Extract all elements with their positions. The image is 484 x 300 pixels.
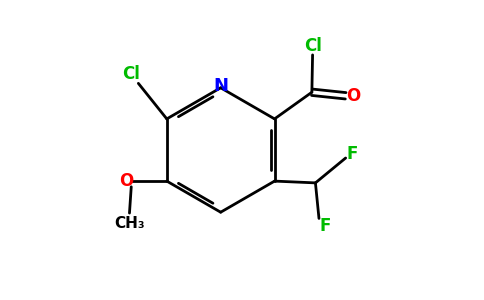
Text: O: O bbox=[120, 172, 134, 190]
Text: F: F bbox=[320, 217, 331, 235]
Text: Cl: Cl bbox=[122, 65, 140, 83]
Text: N: N bbox=[213, 77, 228, 95]
Text: O: O bbox=[346, 87, 360, 105]
Text: Cl: Cl bbox=[303, 37, 321, 55]
Text: CH₃: CH₃ bbox=[114, 216, 145, 231]
Text: F: F bbox=[347, 146, 358, 164]
